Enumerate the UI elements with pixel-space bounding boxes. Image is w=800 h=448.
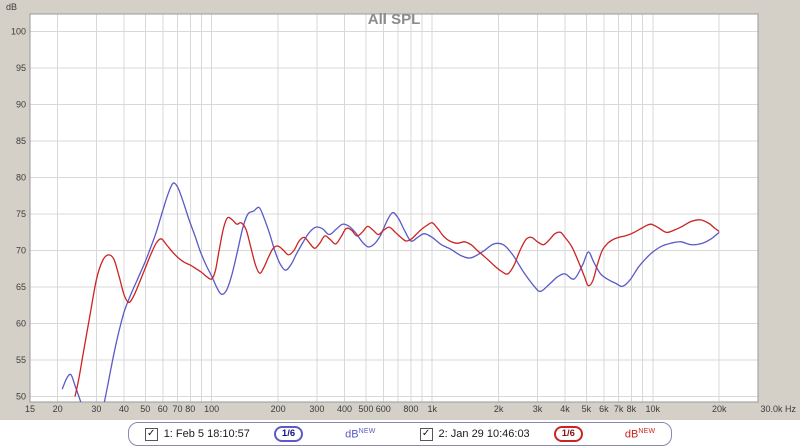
y-tick-label: 95 — [16, 63, 26, 73]
series1-unit-label: dBNEW — [345, 428, 375, 441]
x-tick-label: 2k — [494, 404, 504, 414]
x-tick-label: 3k — [533, 404, 543, 414]
plot-area — [30, 14, 758, 402]
series2-label: 2: Jan 29 10:46:03 — [438, 428, 530, 440]
y-tick-label: 55 — [16, 355, 26, 365]
x-tick-label: 50 — [140, 404, 150, 414]
x-tick-label: 400 — [337, 404, 352, 414]
x-tick-label: 300 — [309, 404, 324, 414]
plot-border — [29, 13, 759, 403]
x-tick-label: 20k — [712, 404, 727, 414]
measurement-legend: ✓ 1: Feb 5 18:10:57 1/6 dBNEW ✓ 2: Jan 2… — [127, 422, 673, 446]
y-tick-label: 70 — [16, 246, 26, 256]
series1-label: 1: Feb 5 18:10:57 — [163, 428, 250, 440]
series2-unit-sup: NEW — [638, 427, 656, 435]
x-tick-label: 10k — [646, 404, 661, 414]
y-tick-label: 90 — [16, 100, 26, 110]
x-tick-label: 200 — [271, 404, 286, 414]
y-tick-label: 80 — [16, 173, 26, 183]
x-tick-label: 500 — [358, 404, 373, 414]
x-tick-label: 1k — [427, 404, 437, 414]
series2-unit-label: dBNEW — [625, 428, 655, 441]
series2-unit: dB — [624, 428, 639, 441]
x-tick-label: 600 — [376, 404, 391, 414]
x-tick-label: 20 — [53, 404, 63, 414]
y-tick-label: 100 — [11, 27, 26, 37]
y-tick-label: 60 — [16, 319, 26, 329]
x-tick-label: 100 — [204, 404, 219, 414]
series1-unit: dB — [345, 428, 359, 441]
x-tick-label: 5k — [582, 404, 592, 414]
x-tick-label: 6k — [599, 404, 609, 414]
y-tick-label: 50 — [16, 392, 26, 402]
y-tick-label: 85 — [16, 136, 26, 146]
x-tick-label: 8k — [627, 404, 637, 414]
x-tick-label: 30 — [91, 404, 101, 414]
x-tick-label: 40 — [119, 404, 129, 414]
series2-visibility-checkbox[interactable]: ✓ — [419, 427, 433, 441]
y-tick-label: 65 — [16, 282, 26, 292]
x-tick-label: 60 — [158, 404, 168, 414]
x-tick-label: 7k — [614, 404, 624, 414]
x-tick-label: 80 — [185, 404, 195, 414]
x-tick-label: 15 — [25, 404, 35, 414]
series2-smoothing-badge[interactable]: 1/6 — [553, 426, 583, 442]
series-1-curve — [61, 182, 720, 402]
legend-band: ✓ 1: Feb 5 18:10:57 1/6 dBNEW ✓ 2: Jan 2… — [0, 420, 800, 448]
series1-smoothing-badge[interactable]: 1/6 — [273, 426, 304, 442]
legend-entry-2: ✓ 2: Jan 29 10:46:03 1/6 dBNEW — [419, 426, 656, 442]
legend-entry-1: ✓ 1: Feb 5 18:10:57 1/6 dBNEW — [144, 426, 376, 442]
y-axis-unit-label: dB — [6, 2, 17, 12]
x-tick-label: 4k — [560, 404, 570, 414]
series1-visibility-checkbox[interactable]: ✓ — [144, 427, 158, 441]
series-2-curve — [74, 216, 720, 397]
x-tick-label: 70 — [172, 404, 182, 414]
y-tick-label: 75 — [16, 209, 26, 219]
series1-unit-sup: NEW — [358, 427, 376, 435]
x-tick-label: 800 — [403, 404, 418, 414]
x-tick-label: 30.0k Hz — [760, 404, 796, 414]
chart-title: All SPL — [368, 11, 421, 28]
